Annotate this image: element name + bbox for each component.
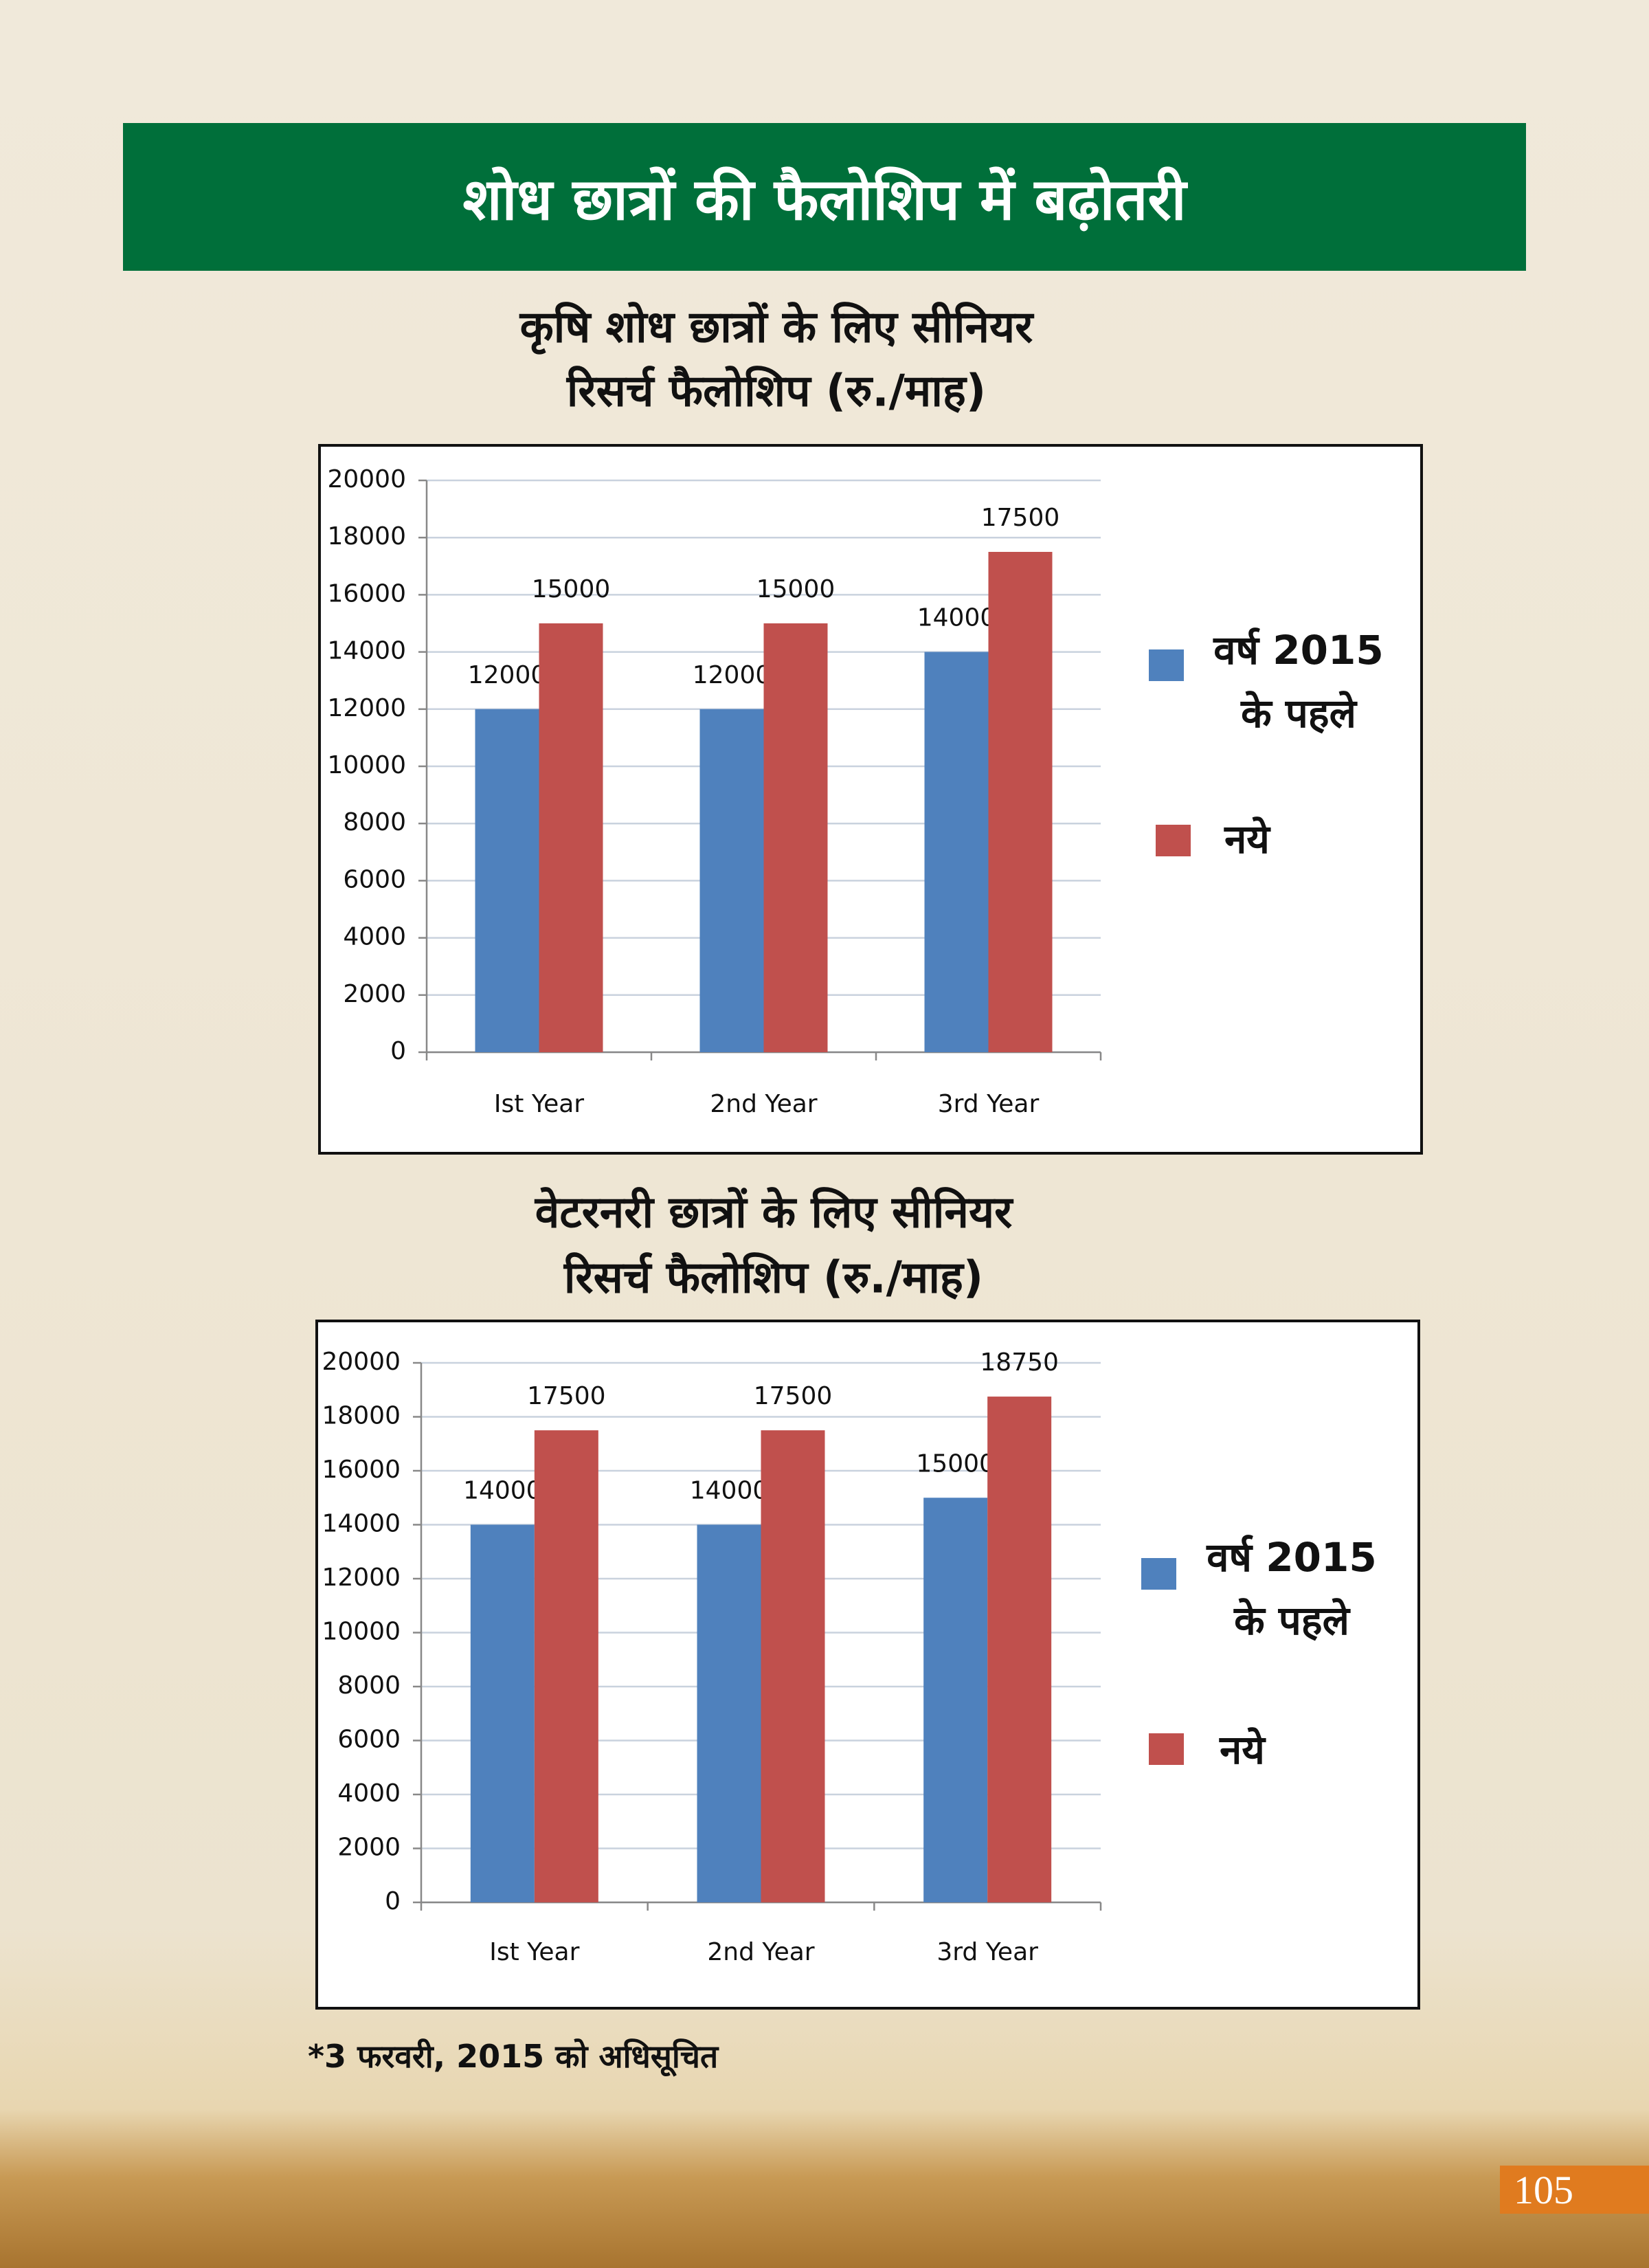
chart-title: कृषि शोध छात्रों के लिए सीनियर xyxy=(519,302,1035,355)
value-label: 14000 xyxy=(917,604,996,632)
legend-swatch xyxy=(1149,1733,1184,1765)
value-label: 17500 xyxy=(981,504,1060,532)
bar xyxy=(697,1524,761,1902)
y-tick-label: 12000 xyxy=(322,1564,401,1592)
legend-label: नये xyxy=(1220,1726,1265,1773)
value-label: 12000 xyxy=(693,661,772,689)
y-tick-label: 18000 xyxy=(327,522,406,551)
y-tick-label: 8000 xyxy=(343,808,406,836)
x-tick-label: 3rd Year xyxy=(936,1938,1038,1966)
legend-swatch xyxy=(1149,649,1184,681)
y-tick-label: 4000 xyxy=(337,1779,401,1808)
bar xyxy=(534,1430,598,1902)
y-tick-label: 2000 xyxy=(343,980,406,1008)
bar xyxy=(475,709,539,1052)
y-tick-label: 6000 xyxy=(343,865,406,893)
y-tick-label: 14000 xyxy=(322,1510,401,1538)
y-tick-label: 0 xyxy=(390,1037,406,1065)
bar xyxy=(987,1397,1052,1902)
bar xyxy=(470,1524,535,1902)
value-label: 15000 xyxy=(532,575,611,603)
bar xyxy=(539,623,603,1052)
legend-label: वर्ष 2015 के पहले xyxy=(1207,1534,1377,1644)
bar xyxy=(763,623,828,1052)
x-tick-label: Ist Year xyxy=(489,1938,579,1966)
y-tick-label: 12000 xyxy=(327,694,406,722)
legend-label: नये xyxy=(1224,816,1270,863)
chart-title: रिसर्च फैलोशिप (रु./माह) xyxy=(563,1252,983,1304)
y-tick-label: 0 xyxy=(385,1887,401,1915)
bar xyxy=(923,1498,988,1902)
y-tick-label: 6000 xyxy=(337,1726,401,1754)
value-label: 14000 xyxy=(690,1477,769,1505)
bar xyxy=(988,552,1053,1052)
x-tick-label: 2nd Year xyxy=(707,1938,814,1966)
y-tick-label: 16000 xyxy=(322,1456,401,1484)
value-label: 15000 xyxy=(756,575,835,603)
y-tick-label: 10000 xyxy=(322,1618,401,1646)
y-tick-label: 10000 xyxy=(327,751,406,779)
y-tick-label: 8000 xyxy=(337,1671,401,1700)
bar xyxy=(924,652,989,1052)
value-label: 18750 xyxy=(980,1348,1059,1377)
legend-label: वर्ष 2015 के पहले xyxy=(1213,627,1384,737)
bar xyxy=(761,1430,825,1902)
footnote: *3 फरवरी, 2015 को अधिसूचित xyxy=(308,2038,719,2075)
legend-swatch xyxy=(1156,825,1191,856)
x-tick-label: 2nd Year xyxy=(710,1090,817,1118)
y-tick-label: 16000 xyxy=(327,579,406,608)
x-tick-label: Ist Year xyxy=(494,1090,584,1118)
bar xyxy=(699,709,764,1052)
chart-title: वेटरनरी छात्रों के लिए सीनियर xyxy=(535,1187,1014,1238)
x-tick-label: 3rd Year xyxy=(938,1090,1040,1118)
y-tick-label: 4000 xyxy=(343,923,406,951)
y-tick-label: 14000 xyxy=(327,637,406,665)
value-label: 12000 xyxy=(468,661,547,689)
chart-title: रिसर्च फैलोशिप (रु./माह) xyxy=(566,366,986,417)
banner: शोध छात्रों की फैलोशिप में बढ़ोतरी xyxy=(123,123,1526,271)
value-label: 14000 xyxy=(463,1477,542,1505)
y-tick-label: 2000 xyxy=(337,1834,401,1862)
page-number: 105 xyxy=(1500,2166,1649,2214)
value-label: 17500 xyxy=(527,1382,606,1410)
y-tick-label: 18000 xyxy=(322,1402,401,1430)
value-label: 15000 xyxy=(916,1449,995,1478)
legend-swatch xyxy=(1141,1558,1176,1590)
value-label: 17500 xyxy=(754,1382,833,1410)
y-tick-label: 20000 xyxy=(327,465,406,493)
y-tick-label: 20000 xyxy=(322,1348,401,1376)
